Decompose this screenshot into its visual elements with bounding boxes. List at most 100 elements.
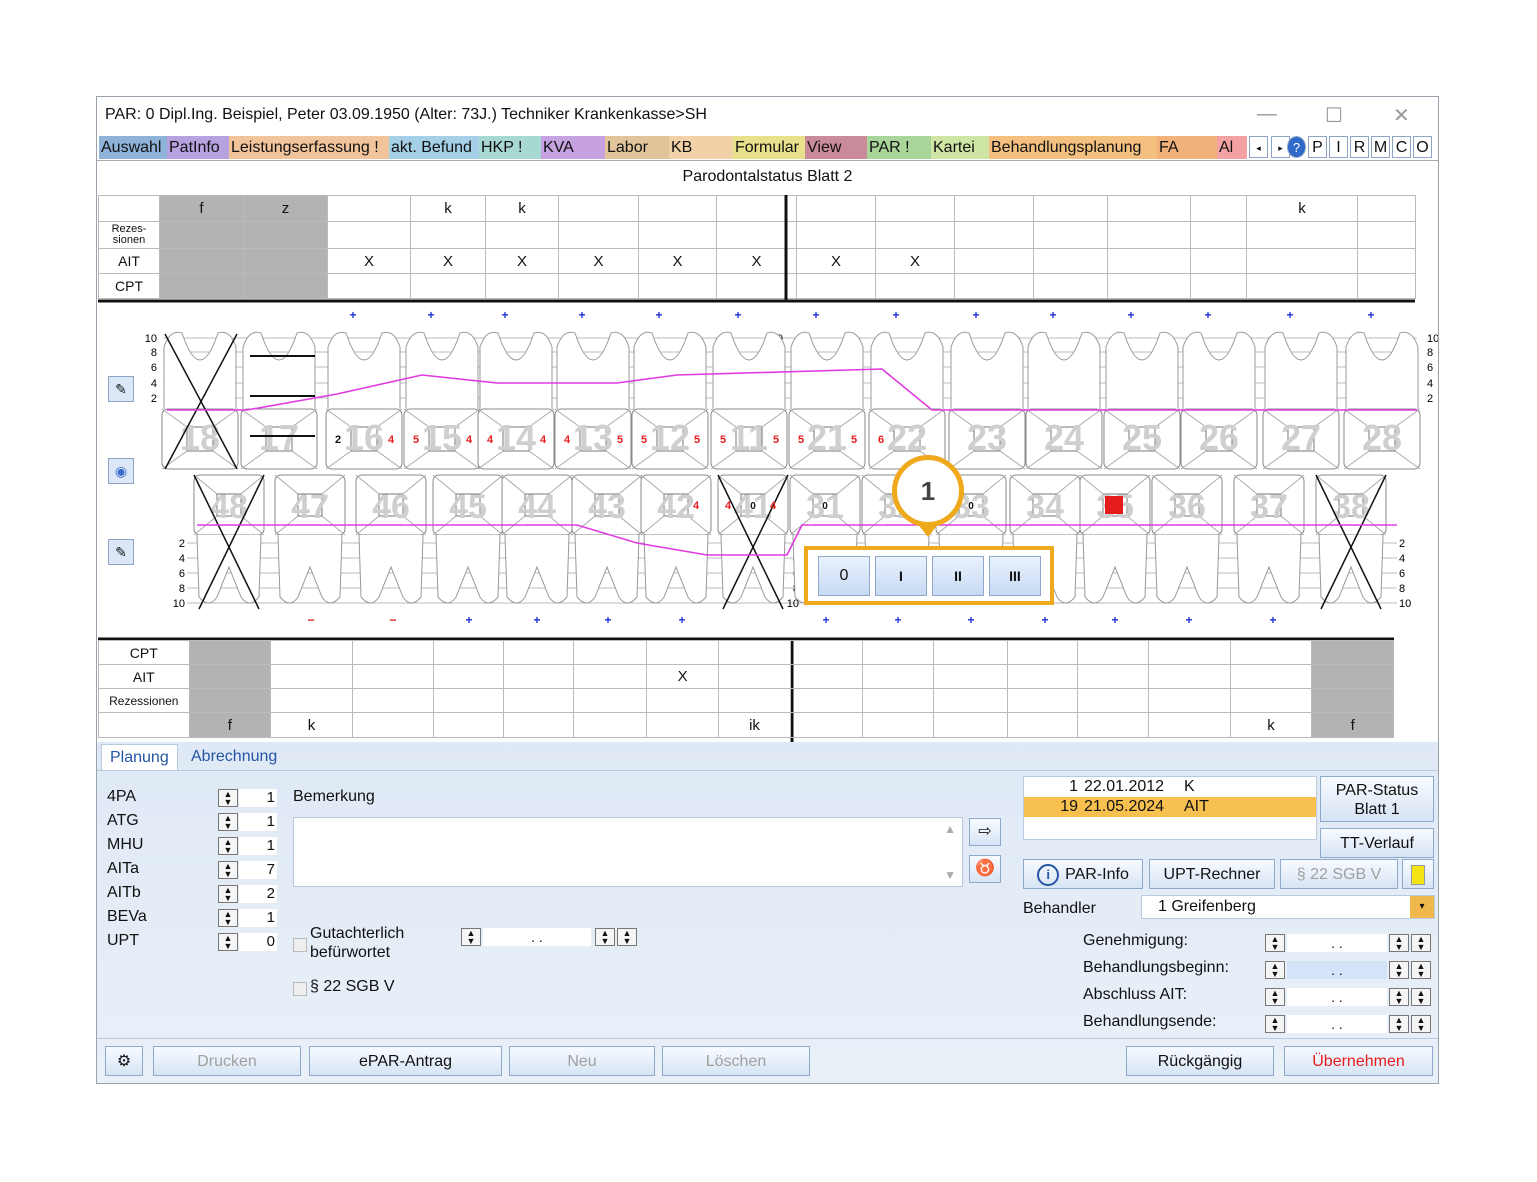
quantity-value[interactable]: 2 bbox=[239, 885, 277, 903]
gutachter-checkbox[interactable] bbox=[293, 938, 307, 952]
tooth-status-cell[interactable] bbox=[1076, 640, 1150, 665]
tooth-status-cell[interactable] bbox=[789, 640, 863, 665]
pocket-depth[interactable]: 4 bbox=[770, 500, 777, 512]
arrow-right-icon[interactable]: ⇨ bbox=[969, 818, 1001, 846]
quantity-stepper[interactable]: ▲ ▼ bbox=[218, 837, 238, 855]
tooth-status-cell[interactable] bbox=[159, 273, 244, 299]
furcation-grade-1-button[interactable]: I bbox=[875, 556, 927, 596]
tooth-status-cell[interactable] bbox=[243, 248, 328, 274]
scroll-up-icon[interactable]: ▲ bbox=[944, 822, 956, 836]
tooth-status-foot[interactable]: k bbox=[1229, 712, 1313, 738]
tooth-status-cell[interactable] bbox=[1246, 273, 1358, 299]
tooth-status-foot[interactable] bbox=[502, 712, 574, 738]
date-spinner[interactable]: ▲ ▼ bbox=[1389, 961, 1409, 979]
tooth-status-cell[interactable] bbox=[1148, 688, 1231, 713]
tooth-status-cell[interactable] bbox=[716, 273, 797, 299]
tt-verlauf-button[interactable]: TT-Verlauf bbox=[1320, 828, 1434, 858]
date-field[interactable]: . . bbox=[1287, 961, 1387, 979]
pocket-depth[interactable]: 5 bbox=[720, 434, 726, 446]
tab-auswahl[interactable]: Auswahl bbox=[99, 136, 167, 159]
date-spinner[interactable]: ▲ ▼ bbox=[595, 928, 615, 946]
tooth-status-cell[interactable] bbox=[1033, 273, 1108, 299]
tooth-status-cell[interactable] bbox=[1246, 221, 1358, 249]
view-button-p[interactable]: P bbox=[1308, 136, 1327, 158]
tooth-status-cell[interactable] bbox=[433, 664, 504, 689]
tooth-status-foot[interactable] bbox=[861, 712, 935, 738]
pocket-depth[interactable]: 4 bbox=[388, 434, 395, 446]
date-spinner[interactable]: ▲ ▼ bbox=[1265, 934, 1285, 952]
tab-akt-befund[interactable]: akt. Befund bbox=[389, 136, 479, 159]
scroll-down-icon[interactable]: ▼ bbox=[944, 868, 956, 882]
tooth-status-head[interactable]: k bbox=[410, 195, 486, 222]
tooth-status-cell[interactable] bbox=[1148, 664, 1231, 689]
tooth-status-cell[interactable] bbox=[646, 688, 720, 713]
tooth-crown[interactable] bbox=[240, 408, 318, 470]
tooth-status-cell[interactable] bbox=[875, 273, 955, 299]
tooth-status-cell[interactable] bbox=[188, 664, 272, 689]
remark-textarea[interactable]: ▲ ▼ bbox=[293, 817, 963, 887]
tab-scroll-right-icon[interactable]: ▸ bbox=[1271, 136, 1290, 158]
help-icon[interactable]: ? bbox=[1287, 136, 1306, 158]
view-button-i[interactable]: I bbox=[1329, 136, 1348, 158]
pocket-depth[interactable]: 4 bbox=[725, 500, 732, 512]
tooth-status-foot[interactable] bbox=[1148, 712, 1231, 738]
tab-al[interactable]: Al bbox=[1217, 136, 1247, 159]
furcation-grade-3-button[interactable]: III bbox=[989, 556, 1041, 596]
tooth-status-cell[interactable] bbox=[1107, 221, 1191, 249]
date-spinner[interactable]: ▲ ▼ bbox=[1265, 1015, 1285, 1033]
tooth-status-foot[interactable] bbox=[433, 712, 504, 738]
quantity-stepper[interactable]: ▲ ▼ bbox=[218, 813, 238, 831]
tooth-status-foot[interactable] bbox=[646, 712, 720, 738]
tooth-status-foot[interactable]: ik bbox=[718, 712, 791, 738]
tooth-status-head[interactable]: k bbox=[485, 195, 559, 222]
upt-rechner-button[interactable]: UPT-Rechner bbox=[1149, 859, 1275, 889]
epar-antrag-button[interactable]: ePAR-Antrag bbox=[309, 1046, 502, 1076]
tooth-status-cell[interactable] bbox=[188, 640, 272, 665]
date-field[interactable]: . . bbox=[1287, 988, 1387, 1006]
maximize-icon[interactable]: ☐ bbox=[1325, 105, 1343, 127]
pocket-depth[interactable]: 5 bbox=[773, 434, 779, 446]
tab-scroll-left-icon[interactable]: ◂ bbox=[1249, 136, 1268, 158]
tooth-status-cell[interactable] bbox=[1076, 664, 1150, 689]
tooth-status-foot[interactable] bbox=[1006, 712, 1078, 738]
tooth-status-cell[interactable]: X bbox=[327, 248, 411, 274]
tooth-status-cell[interactable] bbox=[243, 221, 328, 249]
settings-gear-icon[interactable]: ⚙ bbox=[105, 1046, 143, 1076]
tooth-status-cell[interactable]: X bbox=[646, 664, 720, 689]
tab-behandlungsplanung[interactable]: Behandlungsplanung bbox=[989, 136, 1157, 159]
par-info-button[interactable]: i PAR-Info bbox=[1023, 859, 1143, 889]
furcation-grade-2-button[interactable]: II bbox=[932, 556, 984, 596]
tab-hkp[interactable]: HKP ! bbox=[479, 136, 541, 159]
marker-square[interactable] bbox=[1105, 496, 1123, 514]
tooth-status-foot[interactable] bbox=[572, 712, 648, 738]
close-icon[interactable]: ✕ bbox=[1393, 105, 1410, 127]
tooth-icon[interactable]: ♉ bbox=[969, 855, 1001, 883]
quantity-stepper[interactable]: ▲ ▼ bbox=[218, 789, 238, 807]
tooth-status-cell[interactable]: X bbox=[410, 248, 486, 274]
tooth-status-cell[interactable]: X bbox=[558, 248, 639, 274]
clipboard-icon[interactable] bbox=[1402, 859, 1434, 889]
tooth-crown[interactable] bbox=[710, 408, 788, 470]
tooth-status-head[interactable]: f bbox=[159, 195, 244, 222]
tooth-status-cell[interactable] bbox=[270, 688, 353, 713]
pocket-depth[interactable]: 4 bbox=[466, 434, 473, 446]
pocket-depth[interactable]: 6 bbox=[878, 434, 884, 446]
view-button-c[interactable]: C bbox=[1392, 136, 1411, 158]
tooth-crown[interactable] bbox=[477, 408, 555, 470]
sgb-button[interactable]: § 22 SGB V bbox=[1280, 859, 1398, 889]
tooth-status-cell[interactable] bbox=[1246, 248, 1358, 274]
pocket-depth[interactable]: 4 bbox=[487, 434, 494, 446]
pocket-depth[interactable]: 5 bbox=[617, 434, 623, 446]
tooth-crown[interactable] bbox=[948, 408, 1026, 470]
tab-kva[interactable]: KVA bbox=[541, 136, 605, 159]
tooth-status-cell[interactable] bbox=[1311, 640, 1394, 665]
tooth-status-foot[interactable] bbox=[789, 712, 863, 738]
tooth-crown[interactable] bbox=[1262, 408, 1340, 470]
status-history-list[interactable]: 1 22.01.2012 K 19 21.05.2024 AIT bbox=[1023, 776, 1317, 840]
sgb-checkbox[interactable] bbox=[293, 982, 307, 996]
tooth-status-foot[interactable] bbox=[933, 712, 1008, 738]
date-field[interactable]: . . bbox=[1287, 1015, 1387, 1033]
tooth-status-cell[interactable] bbox=[433, 640, 504, 665]
tooth-status-cell[interactable] bbox=[1107, 273, 1191, 299]
pocket-depth[interactable]: 0 bbox=[822, 501, 828, 512]
